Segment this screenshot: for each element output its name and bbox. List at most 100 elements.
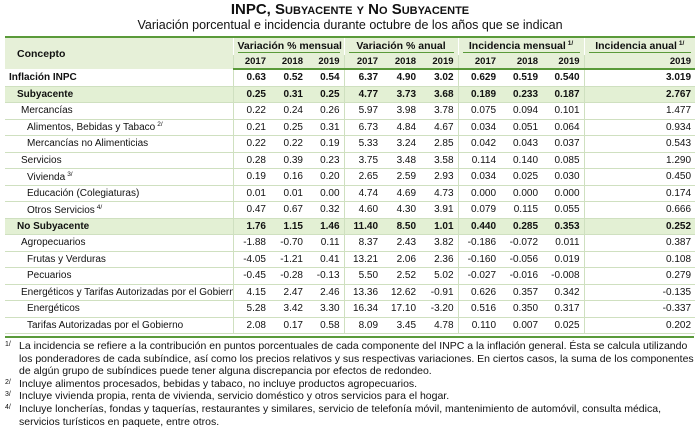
cell-value: 3.68 bbox=[420, 86, 459, 103]
cell-value: 0.085 bbox=[542, 152, 585, 169]
cell-value: 0.094 bbox=[500, 102, 543, 120]
row-label: Energéticos bbox=[27, 303, 80, 315]
cell-value: 0.01 bbox=[232, 185, 270, 202]
cell-value: 0.22 bbox=[232, 102, 270, 120]
cell-value: -0.70 bbox=[270, 234, 307, 252]
year-header: 2019 bbox=[420, 55, 459, 70]
cell-value: 0.25 bbox=[307, 86, 345, 103]
cell-value: 0.019 bbox=[542, 251, 585, 268]
footnote-ref: 1/ bbox=[678, 40, 685, 47]
cell-value: 0.540 bbox=[542, 69, 585, 87]
cell-value: 4.84 bbox=[382, 119, 421, 136]
cell-value: 0.21 bbox=[232, 119, 270, 136]
footnote: 2/Incluye alimentos procesados, bebidas … bbox=[5, 378, 694, 391]
cell-value: 1.46 bbox=[307, 218, 345, 235]
table-row: Energéticos 5.28 3.42 3.30 16.34 17.10 -3.20 0.… bbox=[5, 300, 696, 318]
cell-value: 0.629 bbox=[457, 69, 501, 87]
table-row: Energéticos y Tarifas Autorizadas por el… bbox=[5, 284, 696, 301]
row-label: No Subyacente bbox=[17, 220, 90, 232]
cell-value: -0.016 bbox=[500, 267, 543, 285]
cell-value: 1.01 bbox=[420, 218, 459, 235]
cell-value: 0.064 bbox=[542, 119, 585, 136]
cell-value: 2.65 bbox=[343, 168, 383, 186]
table-row: Agropecuarios -1.88 -0.70 0.11 8.37 2.43 3.82-… bbox=[5, 234, 696, 252]
cell-value: 0.187 bbox=[542, 86, 585, 103]
cell-value: 4.77 bbox=[343, 86, 383, 103]
footnote-ref: 3/ bbox=[67, 170, 73, 178]
table-body: Inflación INPC 0.63 0.52 0.54 6.37 4.90 3.02 0.… bbox=[5, 69, 696, 334]
cell-value: 3.02 bbox=[420, 69, 459, 87]
row-label: Educación (Colegiaturas) bbox=[27, 187, 140, 199]
row-label-cell: Educación (Colegiaturas) bbox=[5, 185, 233, 202]
cell-value: -0.135 bbox=[583, 284, 696, 301]
cell-value: 13.36 bbox=[343, 284, 383, 301]
cell-value: 4.15 bbox=[232, 284, 270, 301]
table-row: Alimentos, Bebidas y Tabaco 2/0.21 0.25 0.3… bbox=[5, 119, 696, 136]
cell-value: 0.01 bbox=[270, 185, 307, 202]
footnote-ref: 4/ bbox=[96, 203, 103, 211]
cell-value: 3.58 bbox=[420, 152, 459, 169]
cell-value: 4.90 bbox=[382, 69, 421, 87]
cell-value: 3.98 bbox=[382, 102, 421, 120]
cell-value: 0.025 bbox=[542, 317, 585, 334]
cell-value: 0.39 bbox=[270, 152, 307, 169]
cell-value: 8.37 bbox=[343, 234, 383, 252]
group-header: Incidencia anual 1/ bbox=[583, 36, 696, 55]
cell-value: 0.11 bbox=[307, 234, 345, 252]
cell-value: -0.072 bbox=[500, 234, 543, 252]
year-header: 2018 bbox=[382, 55, 421, 70]
group-label-wrap: Variación % anual bbox=[348, 40, 454, 53]
year-header: 2017 bbox=[343, 55, 383, 70]
table-row: Tarifas Autorizadas por el Gobierno 2.08 0… bbox=[5, 317, 696, 334]
cell-value: 4.67 bbox=[420, 119, 459, 136]
title: INPC, Subyacente y No Subyacente bbox=[230, 1, 470, 18]
cell-value: 0.31 bbox=[307, 119, 345, 136]
cell-value: 0.26 bbox=[307, 102, 345, 120]
cell-value: 4.69 bbox=[382, 185, 421, 202]
footnote: 1/La incidencia se refiere a la contribu… bbox=[5, 340, 694, 378]
cell-value: 0.52 bbox=[270, 69, 307, 87]
cell-value: 0.31 bbox=[270, 86, 307, 103]
cell-value: 3.45 bbox=[382, 317, 421, 334]
subtitle: Variación porcentual e incidencia durant… bbox=[137, 18, 563, 32]
table-row: Frutas y Verduras -4.05 -1.21 0.41 13.21 2.06… bbox=[5, 251, 696, 268]
cell-value: 0.666 bbox=[583, 201, 696, 219]
row-label-cell: Mercancías bbox=[5, 102, 233, 120]
cell-value: 0.101 bbox=[542, 102, 585, 120]
cell-value: 2.06 bbox=[382, 251, 421, 268]
group-label: Incidencia mensual bbox=[468, 40, 566, 52]
cell-value: 2.85 bbox=[420, 135, 459, 153]
table-row: Mercancías no Alimenticias 0.22 0.22 0.19 5.… bbox=[5, 135, 696, 153]
group-label-wrap: Variación % mensual bbox=[237, 40, 342, 53]
cell-value: 0.22 bbox=[232, 135, 270, 153]
group-header: Variación % mensual bbox=[232, 36, 345, 55]
row-label: Mercancías bbox=[21, 105, 73, 117]
cell-value: 3.48 bbox=[382, 152, 421, 169]
cell-value: 0.079 bbox=[457, 201, 501, 219]
cell-value: 0.115 bbox=[500, 201, 543, 219]
cell-value: 0.19 bbox=[232, 168, 270, 186]
cell-value: 0.519 bbox=[500, 69, 543, 87]
cell-value: 0.54 bbox=[307, 69, 345, 87]
cell-value: 0.00 bbox=[307, 185, 345, 202]
cell-value: 0.007 bbox=[500, 317, 543, 334]
cell-value: 2.46 bbox=[307, 284, 345, 301]
cell-value: 0.440 bbox=[457, 218, 501, 235]
cell-value: 0.28 bbox=[232, 152, 270, 169]
cell-value: 0.387 bbox=[583, 234, 696, 252]
year-header: 2019 bbox=[307, 55, 345, 70]
row-label-cell: Otros Servicios 4/ bbox=[5, 201, 233, 219]
footnote-text: Incluye loncherías, fondas y taquerías, … bbox=[19, 402, 661, 428]
cell-value: 0.034 bbox=[457, 119, 501, 136]
footnotes: 1/La incidencia se refiere a la contribu… bbox=[5, 336, 694, 428]
cell-value: 0.189 bbox=[457, 86, 501, 103]
row-label: Vivienda bbox=[27, 171, 66, 183]
cell-value: 2.93 bbox=[420, 168, 459, 186]
row-label-cell: No Subyacente bbox=[5, 218, 233, 235]
cell-value: -0.008 bbox=[542, 267, 585, 285]
footnote: 4/Incluye loncherías, fondas y taquerías… bbox=[5, 403, 694, 428]
cell-value: -0.027 bbox=[457, 267, 501, 285]
group-header: Variación % anual bbox=[343, 36, 459, 55]
cell-value: -4.05 bbox=[232, 251, 270, 268]
